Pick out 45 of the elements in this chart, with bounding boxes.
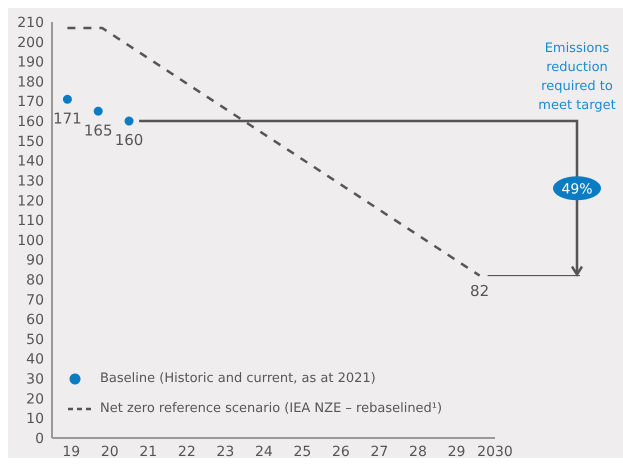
x-tick-label: 24 (254, 444, 273, 460)
legend-label: Net zero reference scenario (IEA NZE – rebaselined¹) (100, 400, 442, 418)
y-tick-label: 110 (17, 213, 44, 230)
y-tick-label: 170 (17, 94, 44, 110)
x-tick-label: 19 (62, 444, 80, 460)
x-tick-label: 28 (409, 444, 427, 460)
x-tick-label: 22 (178, 444, 196, 460)
y-tick-label: 0 (35, 430, 44, 447)
y-tick-label: 80 (26, 272, 44, 288)
y-tick-label: 70 (26, 292, 44, 308)
x-tick-label: 20 (100, 444, 119, 460)
y-tick-label: 10 (26, 411, 44, 428)
point (62, 94, 72, 104)
y-tick-label: 100 (17, 232, 44, 249)
data-label: 165 (84, 121, 113, 140)
point (124, 116, 134, 126)
y-tick-label: 90 (26, 252, 44, 269)
y-tick-label: 40 (26, 352, 44, 368)
x-tick-label: 26 (332, 444, 350, 460)
x-tick-label: 27 (370, 444, 388, 460)
text: 49% (561, 181, 593, 198)
y-tick-label: 200 (17, 34, 44, 51)
data-label: 82 (470, 282, 490, 300)
data-label: 171 (53, 109, 82, 128)
data-label: 160 (114, 131, 144, 150)
x-tick-label: 2030 (477, 444, 513, 460)
x-tick-label: 25 (293, 444, 312, 460)
point (94, 106, 103, 116)
y-tick-label: 190 (17, 54, 44, 71)
x-tick-label: 21 (139, 444, 158, 460)
y-tick-label: 210 (17, 14, 44, 31)
y-tick-label: 130 (17, 173, 44, 190)
y-tick-label: 50 (26, 332, 44, 348)
y-tick-label: 30 (26, 372, 44, 388)
x-tick-label: 29 (448, 444, 466, 460)
y-tick-label: 60 (26, 312, 44, 328)
x-tick-label: 23 (216, 444, 234, 460)
y-tick-label: 150 (17, 134, 44, 150)
y-tick-label: 180 (17, 74, 44, 90)
text: Emissions reduction required to meet target (537, 40, 617, 116)
y-tick-label: 20 (26, 391, 44, 408)
y-tick-label: 120 (17, 193, 44, 210)
y-tick-label: 140 (17, 154, 44, 170)
legend-label: Baseline (Historic and current, as at 2021) (100, 370, 376, 388)
y-tick-label: 160 (17, 114, 44, 130)
